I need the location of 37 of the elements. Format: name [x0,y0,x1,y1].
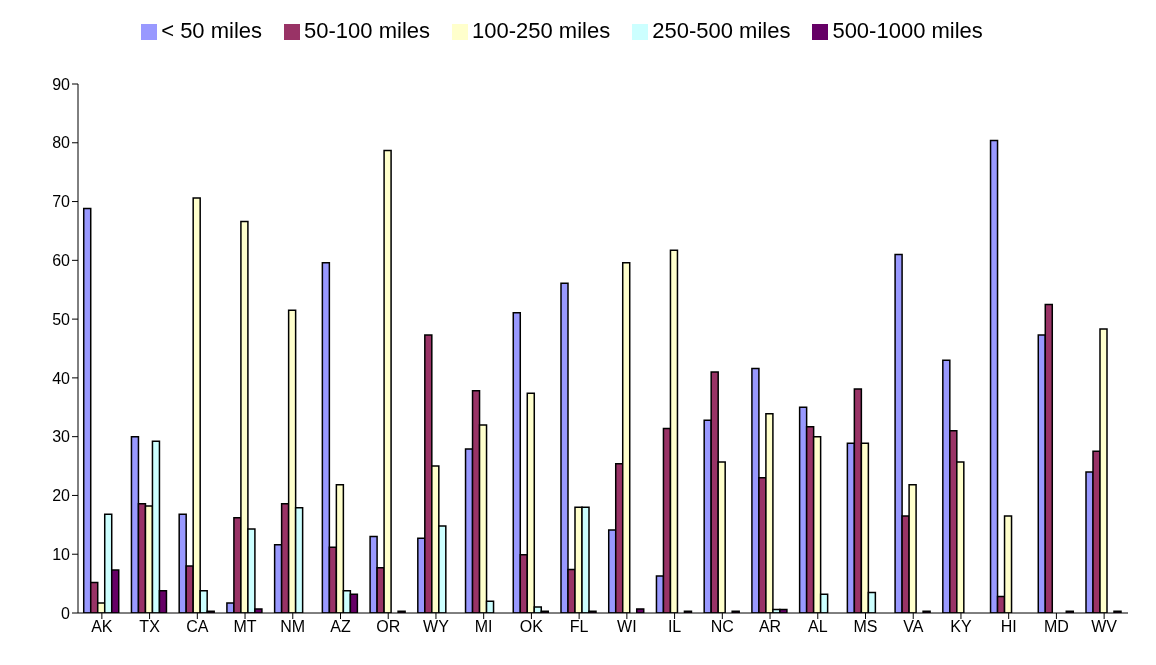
legend-label: < 50 miles [161,18,263,43]
y-tick-label: 0 [61,604,71,622]
x-tick-label: IL [667,618,682,636]
legend-label: 50-100 miles [304,18,431,43]
x-tick-label: AK [91,618,113,636]
x-tick-label: FL [569,618,589,636]
y-tick-label: 20 [52,487,71,505]
legend-label: 100-250 miles [472,18,611,43]
y-tick-label: 80 [52,134,71,152]
x-tick-label: AR [758,618,782,636]
x-tick-label: NC [710,618,734,636]
legend-label: 250-500 miles [652,18,791,43]
x-tick-label: MD [1043,618,1069,636]
x-tick-label: HI [1000,618,1017,636]
x-tick-label: MI [474,618,493,636]
x-tick-label: NM [280,618,306,636]
y-tick-label: 90 [52,75,71,93]
x-tick-label: MT [233,618,257,636]
x-tick-label: AZ [330,618,351,636]
x-tick-label: WV [1091,618,1118,636]
x-tick-label: WY [423,618,450,636]
y-tick-label: 10 [52,545,71,563]
y-tick-label: 40 [52,369,71,387]
x-tick-label: MS [853,618,878,636]
legend-label: 500-1000 miles [832,18,983,43]
y-tick-label: 60 [52,252,71,270]
x-tick-label: TX [139,618,161,636]
y-tick-label: 70 [52,193,71,211]
y-tick-label: 30 [52,428,71,446]
x-tick-label: KY [950,618,972,636]
x-tick-label: AL [807,618,828,636]
x-tick-label: CA [186,618,209,636]
x-tick-label: OK [519,618,544,636]
x-tick-label: OR [376,618,401,636]
x-tick-label: VA [903,618,924,636]
y-tick-label: 50 [52,310,71,328]
x-tick-label: WI [617,618,637,636]
